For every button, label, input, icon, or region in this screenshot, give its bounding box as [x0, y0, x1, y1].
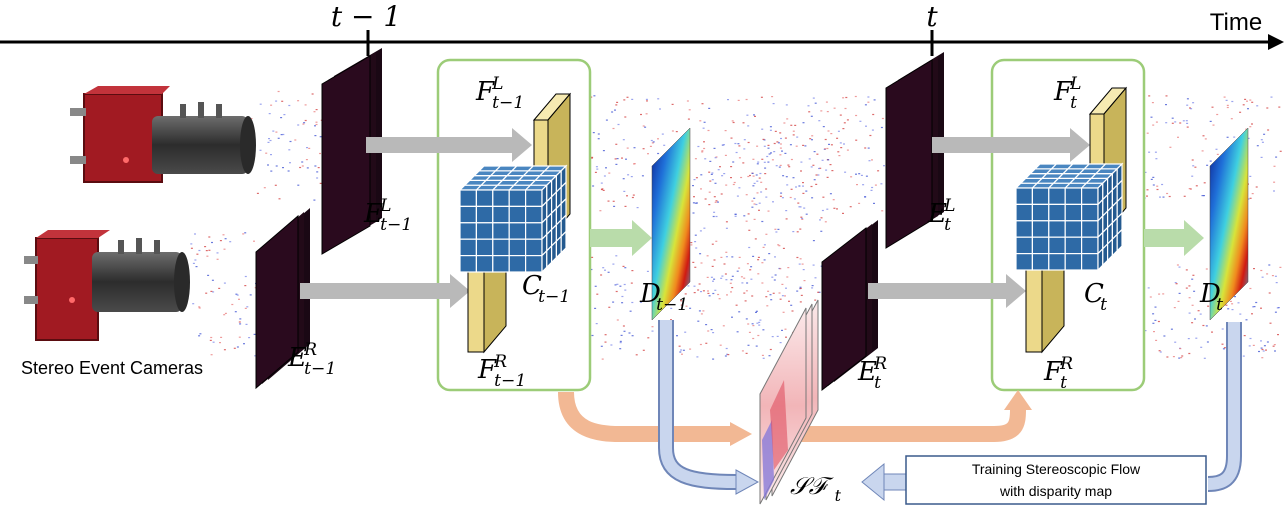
orange-flow-prev — [558, 391, 730, 442]
label-E-right-curr-base: E — [857, 357, 877, 387]
label-F-left-curr-sub: t — [1070, 93, 1077, 113]
label-F-right-prev-base: F — [477, 355, 497, 385]
cost-volume-curr — [1014, 162, 1124, 272]
label-E-right-prev-sup: R — [303, 340, 317, 360]
label-F-left-prev: FL t−1 — [475, 74, 524, 113]
label-E-right-prev-sub: t−1 — [304, 359, 336, 379]
label-D-curr-sub: t — [1216, 295, 1223, 315]
event-frames-right-curr — [821, 220, 878, 392]
label-C-curr-base: C — [1084, 279, 1104, 309]
label-E-right-prev: ER t−1 — [287, 340, 336, 379]
label-F-left-curr-sup: L — [1069, 74, 1081, 94]
event-frames-left-curr — [885, 52, 944, 249]
stereo-camera-top — [70, 86, 256, 183]
label-C-prev: Ct−1 — [522, 271, 570, 307]
time-axis-label: Time — [1210, 9, 1262, 36]
label-E-left-prev-base: E — [363, 199, 383, 229]
label-F-left-prev-sub: t−1 — [492, 93, 524, 113]
label-D-curr: Dt — [1199, 279, 1223, 315]
label-F-right-prev-sub: t−1 — [494, 371, 526, 391]
cameras-caption: Stereo Event Cameras — [21, 358, 203, 378]
disparity-map-prev — [651, 127, 691, 321]
stereoscopic-flow-stack — [759, 299, 819, 505]
event-frames-left-prev — [321, 48, 382, 255]
orange-flow-curr — [800, 409, 1026, 442]
label-D-curr-base: D — [1199, 279, 1221, 309]
label-F-right-curr-base: F — [1043, 357, 1063, 387]
disparity-map-curr — [1209, 127, 1249, 321]
label-F-right-curr-sup: R — [1059, 354, 1073, 374]
cost-volume-prev — [458, 164, 568, 274]
tick-label-curr: t — [926, 0, 938, 33]
training-box-line2: with disparity map — [999, 483, 1112, 499]
label-E-right-curr: ER t — [857, 354, 887, 393]
label-E-left-curr: EL t — [927, 196, 956, 235]
label-F-left-prev-base: F — [475, 77, 495, 107]
label-stereoscopic-flow-sub: t — [835, 486, 842, 505]
label-E-right-curr-sub: t — [874, 373, 881, 393]
arrow-to-disparity-curr — [1144, 220, 1204, 256]
time-axis: t − 1 t Time — [0, 0, 1284, 56]
label-stereoscopic-flow-base: 𝒮ℱ — [790, 472, 835, 500]
label-E-left-prev: EL t−1 — [363, 196, 412, 235]
stereo-camera-bottom — [24, 230, 190, 341]
label-F-right-curr: FR t — [1043, 354, 1073, 393]
label-C-curr-sub: t — [1100, 295, 1107, 315]
arrow-training-to-sf — [861, 462, 907, 502]
label-C-prev-base: C — [522, 271, 542, 301]
training-box — [905, 455, 1207, 505]
arrow-right-to-feature-prev — [300, 274, 470, 308]
arrow-left-to-feature-curr — [932, 128, 1090, 162]
label-D-prev-base: D — [639, 279, 661, 309]
math-labels: FL t−1EL t−1Ct−1 Dt−1ER t−1 FR t−1FL tEL tCt DtER… — [287, 74, 1223, 505]
label-D-prev: Dt−1 — [639, 279, 688, 315]
label-F-left-prev-sup: L — [491, 74, 503, 94]
label-E-left-prev-sup: L — [379, 196, 391, 216]
arrow-right-to-feature-curr — [868, 274, 1026, 308]
label-D-prev-sub: t−1 — [656, 295, 688, 315]
label-E-left-curr-sup: L — [943, 196, 955, 216]
training-box-line1: Training Stereoscopic Flow — [972, 461, 1141, 477]
label-stereoscopic-flow: 𝒮ℱ t — [790, 472, 842, 505]
arrow-to-disparity-prev — [590, 220, 652, 256]
label-F-right-curr-sub: t — [1060, 373, 1067, 393]
label-C-prev-sub: t−1 — [538, 287, 570, 307]
label-F-left-curr-base: F — [1053, 77, 1073, 107]
label-F-left-curr: FL t — [1053, 74, 1082, 113]
label-E-right-curr-sup: R — [873, 354, 887, 374]
label-E-left-curr-base: E — [927, 199, 947, 229]
label-F-right-prev: FR t−1 — [477, 352, 526, 391]
tick-label-prev: t − 1 — [331, 0, 401, 33]
label-E-right-prev-base: E — [287, 343, 307, 373]
label-C-curr: Ct — [1084, 279, 1107, 315]
label-E-left-prev-sub: t−1 — [380, 215, 412, 235]
arrow-left-to-feature-prev — [366, 128, 532, 162]
label-E-left-curr-sub: t — [944, 215, 951, 235]
event-frames-right-prev — [255, 208, 310, 390]
label-F-right-prev-sup: R — [493, 352, 507, 372]
